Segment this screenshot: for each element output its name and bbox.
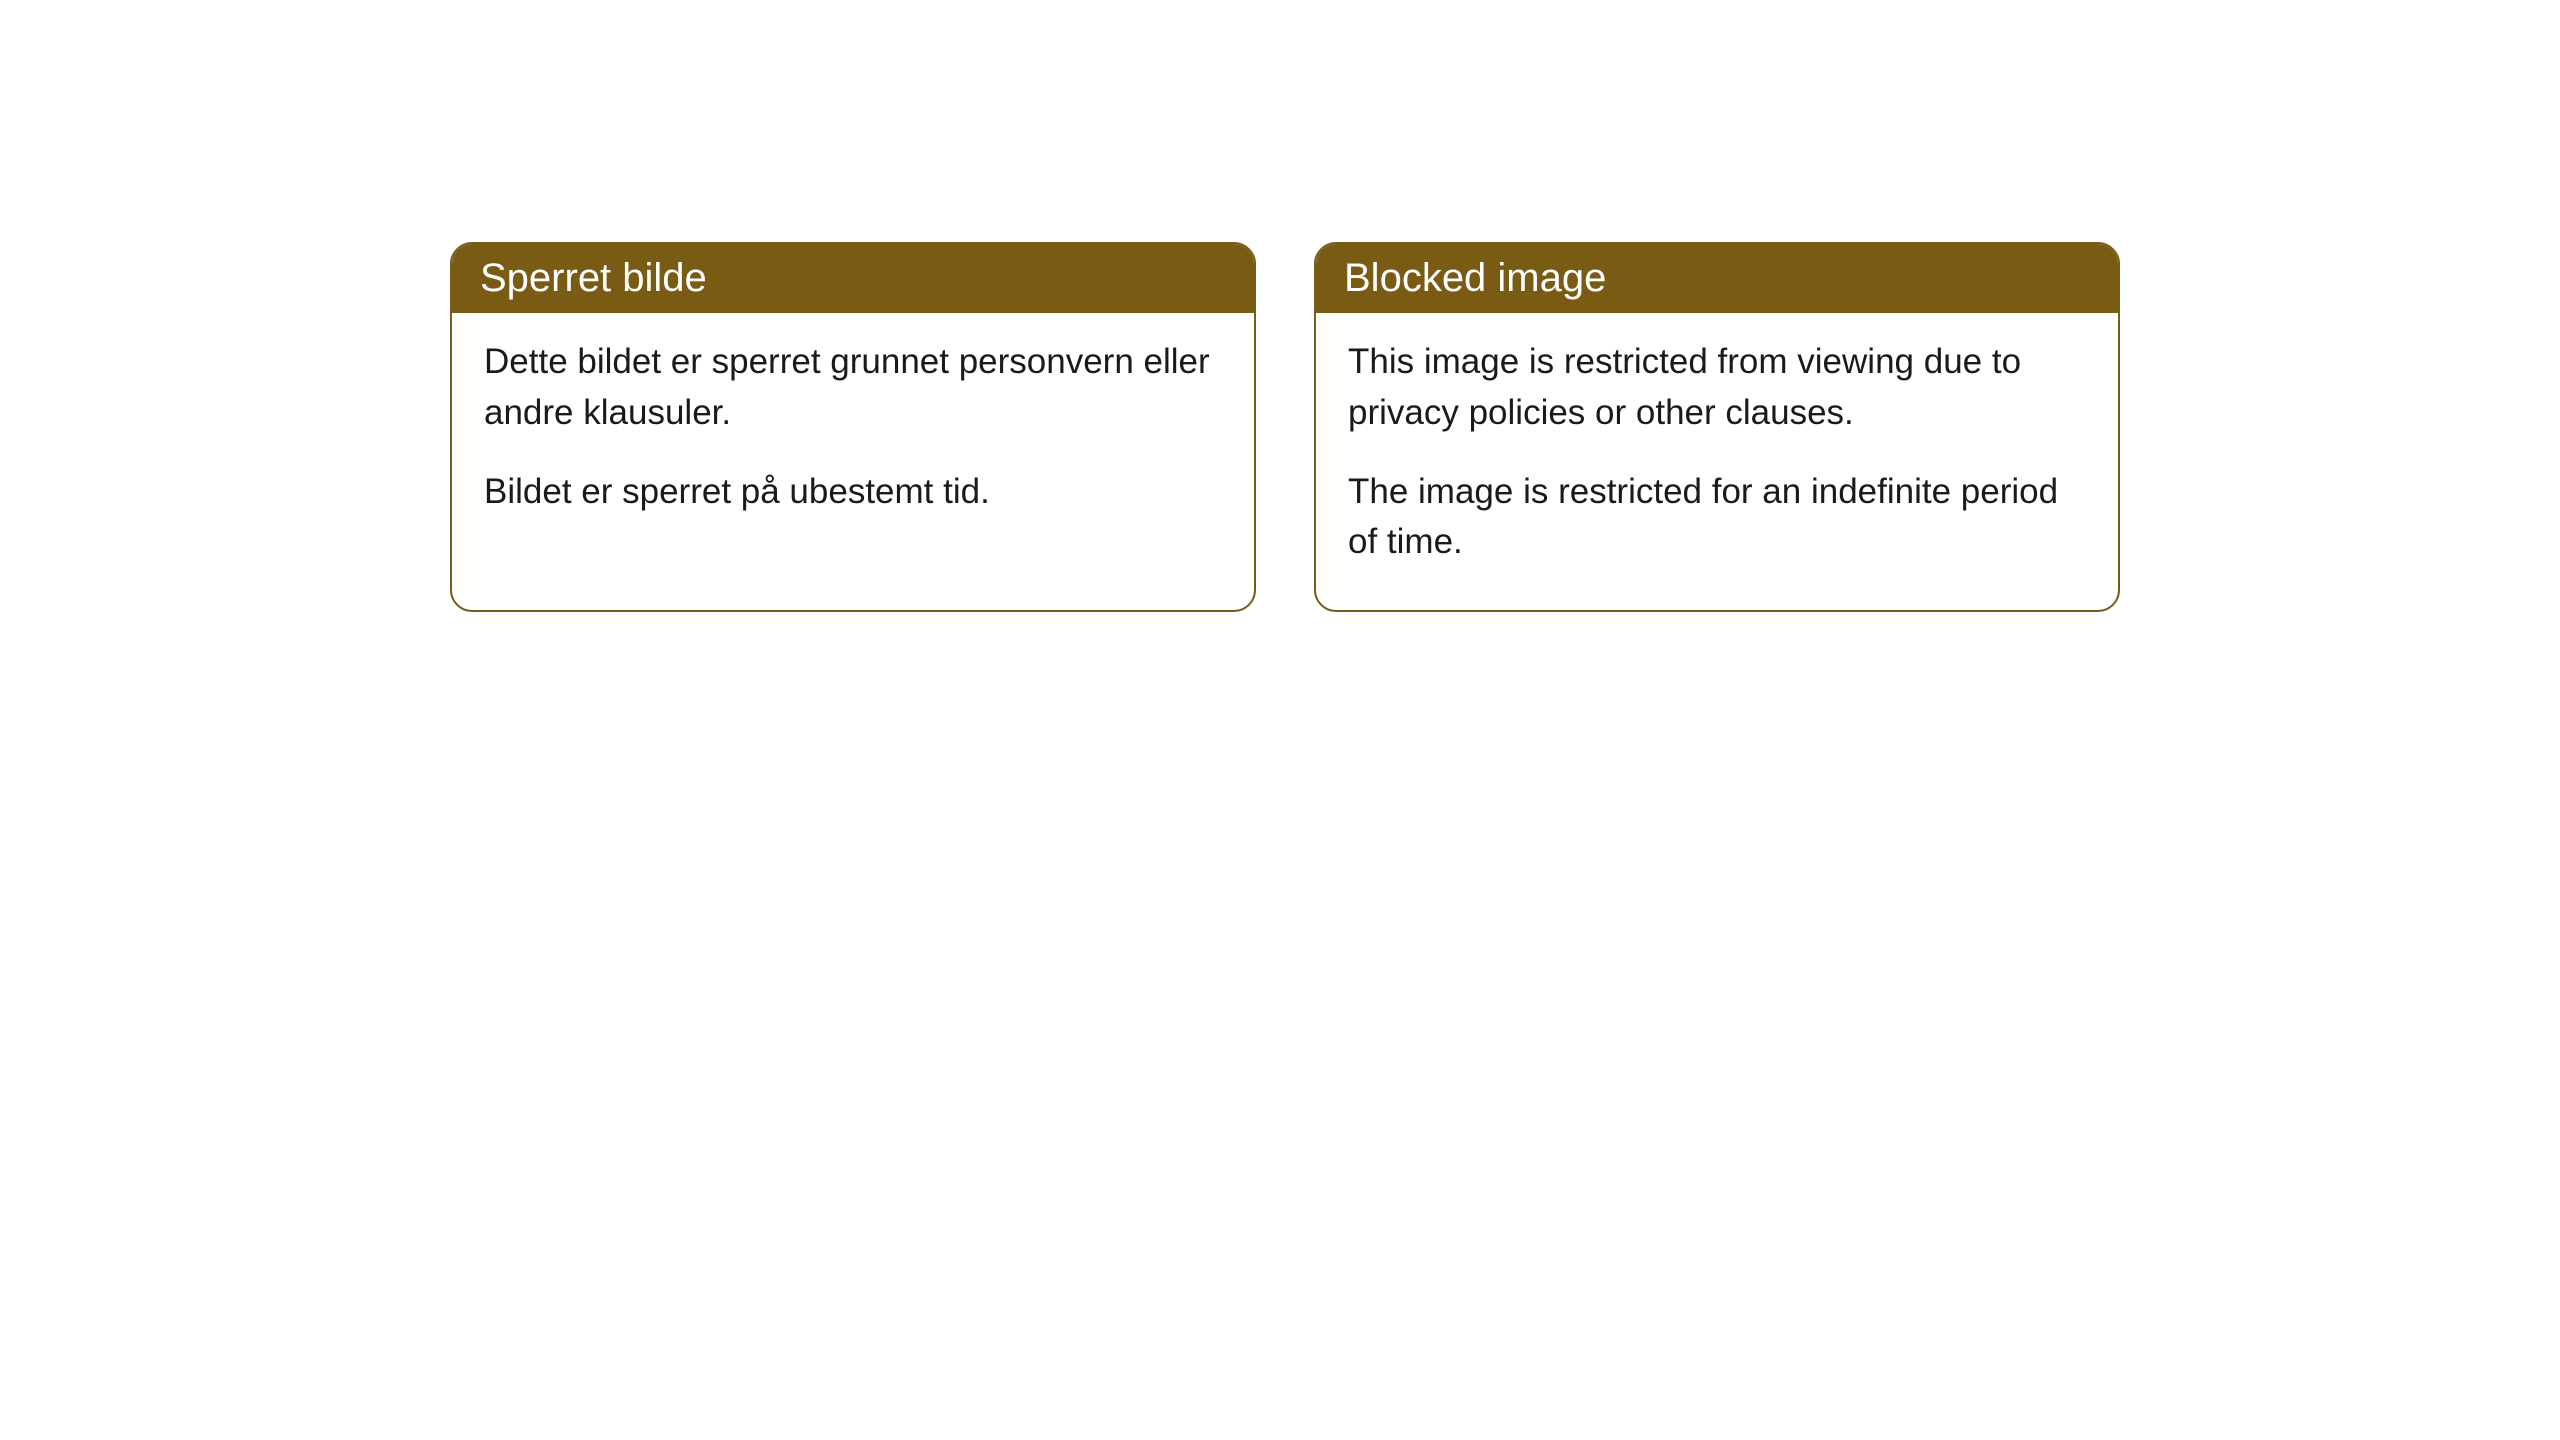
- card-title: Sperret bilde: [480, 256, 707, 300]
- card-paragraph: Dette bildet er sperret grunnet personve…: [484, 337, 1222, 439]
- card-body: This image is restricted from viewing du…: [1316, 313, 2118, 610]
- card-paragraph: This image is restricted from viewing du…: [1348, 337, 2086, 439]
- card-header: Sperret bilde: [452, 244, 1254, 313]
- card-header: Blocked image: [1316, 244, 2118, 313]
- card-title: Blocked image: [1344, 256, 1606, 300]
- card-paragraph: Bildet er sperret på ubestemt tid.: [484, 467, 1222, 518]
- card-body: Dette bildet er sperret grunnet personve…: [452, 313, 1254, 559]
- cards-container: Sperret bilde Dette bildet er sperret gr…: [0, 0, 2560, 612]
- blocked-image-card-norwegian: Sperret bilde Dette bildet er sperret gr…: [450, 242, 1256, 612]
- card-paragraph: The image is restricted for an indefinit…: [1348, 467, 2086, 569]
- blocked-image-card-english: Blocked image This image is restricted f…: [1314, 242, 2120, 612]
